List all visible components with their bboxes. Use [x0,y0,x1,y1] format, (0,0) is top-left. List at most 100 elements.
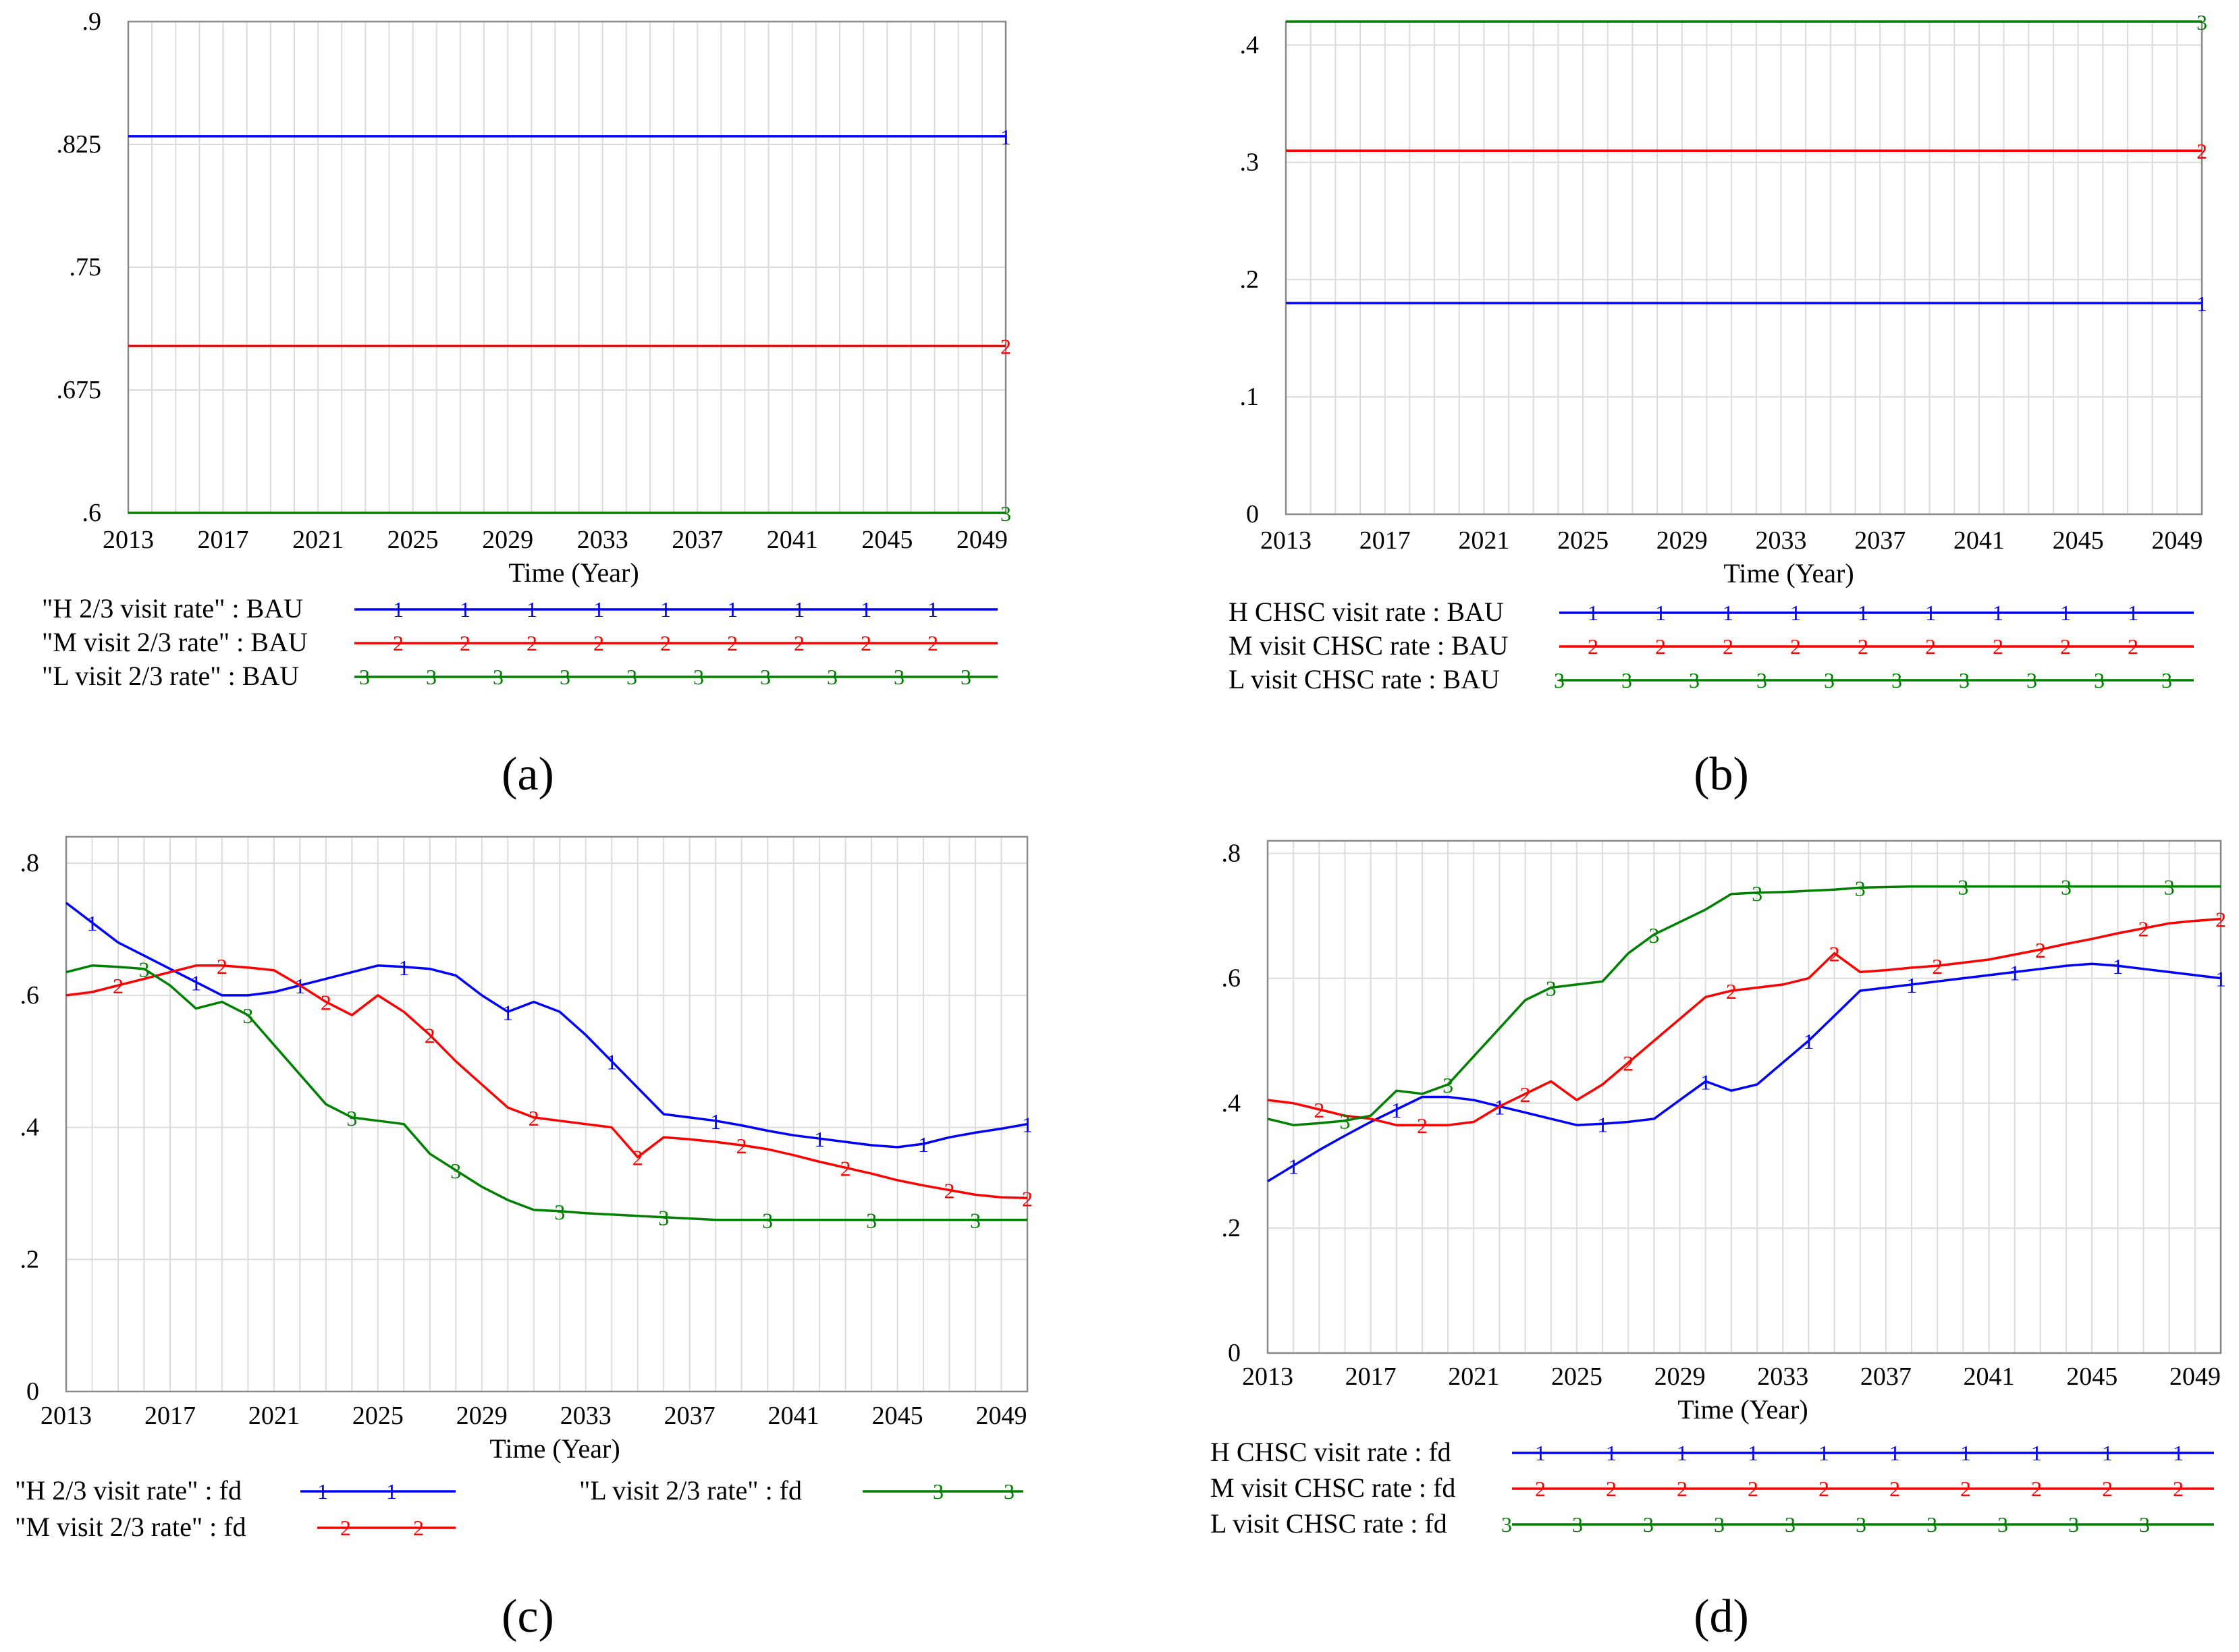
series-marker-2: 2 [1000,334,1011,358]
x-tick-label: 2049 [2169,1362,2221,1391]
x-tick-label: 2033 [1757,1362,1808,1391]
panel-a-caption: (a) [502,748,554,800]
legend-marker: 3 [560,665,570,689]
legend-marker: 1 [727,597,738,622]
series-marker-2: 2 [425,1024,435,1048]
series-line-2 [65,964,1028,1200]
legend-marker: 1 [2031,1441,2042,1465]
x-tick-label: 2045 [872,1402,923,1430]
legend-marker: 3 [1997,1512,2008,1537]
legend-marker: 3 [1501,1512,1512,1537]
legend-marker: 1 [1723,601,1733,625]
legend-marker: 2 [1790,634,1801,659]
y-tick-label: .2 [20,1245,40,1273]
legend-label: M visit CHSC rate : fd [1210,1472,1455,1503]
legend-marker: 1 [1588,601,1598,625]
legend-marker: 2 [460,631,470,655]
series-marker-3: 3 [346,1106,357,1130]
legend-marker: 1 [1677,1441,1688,1465]
x-tick-label: 2013 [103,526,154,554]
legend-marker: 1 [2102,1441,2113,1465]
series-marker-1: 1 [2112,954,2123,979]
legend-marker: 2 [727,631,738,655]
legend-marker: 2 [1993,634,2003,659]
series-marker-3: 3 [1442,1073,1453,1097]
legend-marker: 2 [660,631,671,655]
legend-marker: 3 [2139,1512,2150,1537]
legend-marker: 2 [2173,1477,2184,1501]
legend-label: H CHSC visit rate : fd [1210,1437,1451,1467]
series-marker-3: 3 [2061,875,2072,900]
series-line-2 [1267,917,2221,1126]
legend-marker: 2 [927,631,938,655]
x-axis-label: Time (Year) [508,557,639,588]
series-marker-3: 3 [2196,10,2207,34]
series-marker-1: 1 [86,911,97,935]
y-tick-label: .2 [1240,265,1260,294]
legend-marker: 3 [2068,1512,2079,1537]
legend-marker: 2 [393,631,404,655]
x-tick-label: 2041 [767,526,818,554]
x-tick-label: 2049 [956,526,1008,554]
x-tick-label: 2017 [198,526,249,554]
x-tick-label: 2025 [1551,1362,1602,1391]
series-marker-3: 3 [1000,501,1011,526]
x-tick-label: 2021 [248,1402,300,1430]
legend-marker: 1 [2128,601,2138,625]
legend-marker: 3 [1689,668,1700,692]
series-marker-2: 2 [2196,139,2207,163]
y-tick-label: .75 [70,253,102,281]
series-marker-2: 2 [1520,1082,1531,1107]
legend-marker: 2 [2031,1477,2042,1501]
series-marker-3: 3 [2164,875,2175,900]
y-tick-label: .8 [1222,839,1241,868]
series-marker-1: 1 [1906,973,1917,997]
series-marker-2: 2 [217,954,227,979]
legend-marker: 2 [2060,634,2071,659]
legend-marker: 1 [660,597,671,622]
plot-frame [65,835,1029,1393]
series-marker-1: 1 [190,970,201,995]
series-marker-1: 1 [1700,1070,1711,1094]
x-tick-label: 2033 [577,526,628,554]
x-tick-label: 2045 [861,526,913,554]
y-tick-label: .4 [20,1113,40,1142]
series-marker-3: 3 [1546,976,1557,1001]
x-tick-label: 2017 [1345,1362,1397,1391]
x-tick-label: 2037 [664,1402,716,1430]
y-tick-label: .2 [1222,1214,1241,1242]
series-line-3 [1267,885,2221,1126]
legend-marker: 3 [2161,668,2172,692]
legend-marker: 1 [1818,1441,1829,1465]
legend-marker: 3 [2094,668,2105,692]
series-marker-3: 3 [138,958,149,982]
legend-label: "L visit 2/3 rate" : fd [579,1475,802,1506]
legend-marker: 3 [1926,1512,1937,1537]
series-marker-2: 2 [2035,938,2046,962]
legend-marker: 2 [1588,634,1598,659]
x-tick-label: 2017 [144,1402,196,1430]
legend-marker: 1 [1889,1441,1900,1465]
y-tick-label: .3 [1240,148,1260,177]
series-marker-2: 2 [1932,954,1943,979]
x-tick-label: 2033 [1756,526,1807,555]
series-marker-1: 1 [2009,960,2020,985]
legend-label: "M visit 2/3 rate" : BAU [42,627,308,657]
legend-marker: 3 [760,665,771,689]
x-tick-label: 2021 [292,526,344,554]
series-marker-3: 3 [970,1209,981,1233]
x-tick-label: 2045 [2066,1362,2117,1391]
x-tick-label: 2037 [1854,526,1906,555]
series-marker-2: 2 [944,1179,955,1203]
series-line-3 [65,964,1027,1221]
series-marker-3: 3 [1339,1109,1350,1134]
series-marker-2: 2 [840,1156,851,1180]
legend-marker: 2 [1748,1477,1758,1501]
series-marker-1: 1 [1288,1154,1299,1178]
legend-marker: 3 [1572,1512,1583,1537]
series-marker-3: 3 [554,1200,565,1224]
series-marker-2: 2 [1417,1113,1428,1138]
x-tick-label: 2021 [1458,526,1509,555]
series-marker-1: 1 [2215,967,2226,991]
